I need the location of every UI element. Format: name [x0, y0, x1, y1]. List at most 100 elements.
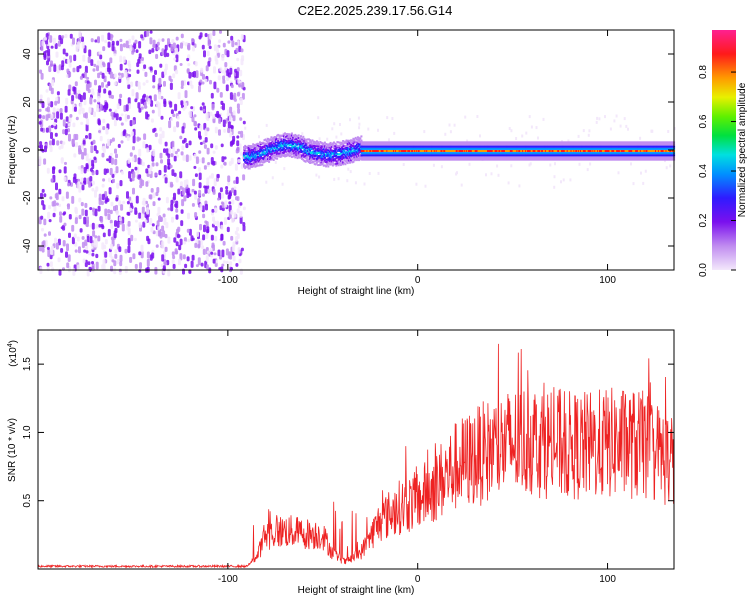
spectrogram-cell — [589, 162, 592, 166]
spectrogram-cell — [220, 164, 224, 169]
spectrogram-cell — [216, 87, 220, 93]
spectrogram-cell — [320, 159, 323, 161]
spectrogram-cell — [119, 261, 123, 267]
spectrogram-cell — [231, 187, 235, 193]
spectrogram-cell — [251, 165, 253, 168]
spectrogram-cell — [75, 44, 79, 52]
spectrogram-cell — [294, 142, 297, 145]
spectrogram-cell — [130, 81, 134, 87]
spectrogram-cell — [317, 152, 320, 154]
spectrogram-cell — [232, 244, 236, 252]
spectrogram-cell — [176, 121, 180, 128]
spectrogram-cell — [298, 138, 301, 141]
spectrogram-cell — [52, 166, 55, 175]
spectrogram-cell — [312, 144, 315, 147]
spectrogram-cell — [326, 151, 329, 154]
spectrogram-cell — [115, 210, 119, 216]
spectrogram-cell — [368, 172, 371, 175]
spectrogram-cell — [255, 156, 258, 159]
spectrogram-cell — [271, 176, 274, 180]
spectrogram-cell — [320, 147, 323, 150]
spectrogram-cell — [74, 217, 78, 224]
spectrogram-cell — [210, 234, 214, 241]
spectrogram-cell — [234, 163, 238, 171]
spectrogram-cell — [346, 162, 349, 165]
spectrogram-cell — [276, 144, 279, 147]
spectrogram-cell — [297, 147, 300, 150]
spectrogram-cell — [96, 104, 99, 112]
spectrogram-cell — [325, 153, 328, 156]
spectrogram-cell — [262, 146, 265, 149]
spectrogram-cell — [358, 137, 361, 140]
spectrogram-cell — [604, 115, 606, 119]
spectrogram-cell — [148, 169, 152, 175]
spectrogram-cell — [510, 164, 513, 168]
spectrogram-cell — [218, 117, 222, 124]
spectrogram-cell — [285, 144, 288, 147]
spectrogram-cell — [128, 68, 132, 72]
spectrogram-cell — [358, 148, 361, 150]
spectrogram-cell — [303, 148, 306, 151]
spectrogram-cell — [261, 145, 264, 148]
spectrogram-cell — [108, 187, 112, 195]
spectrogram-cell — [326, 153, 329, 156]
spectrogram-cell — [303, 146, 306, 149]
spectrogram-cell — [449, 130, 452, 134]
spectrogram-cell — [322, 151, 325, 154]
spectrogram-cell — [305, 138, 308, 141]
spectrogram-cell — [336, 160, 339, 163]
spectrogram-cell — [60, 226, 64, 230]
spectrogram-cell — [309, 144, 312, 147]
spectrogram-cell — [163, 98, 167, 105]
spectrogram-cell — [270, 145, 273, 148]
spectrogram-cell — [249, 155, 252, 158]
spectrogram-cell — [252, 158, 255, 161]
spectrogram-cell — [353, 156, 356, 159]
spectrogram-cell — [301, 150, 304, 153]
spectrogram-cell — [252, 164, 255, 167]
spectrogram-cell — [289, 147, 292, 150]
spectrogram-cell — [193, 114, 197, 118]
spectrogram-cell — [349, 148, 351, 151]
spectrogram-cell — [226, 76, 230, 82]
spectrogram-cell — [289, 134, 292, 137]
spectrogram-cell — [303, 137, 306, 140]
spectrogram-cell — [183, 195, 187, 202]
spectrogram-cell — [260, 164, 263, 167]
spectrogram-cell — [285, 148, 288, 151]
spectrogram-cell — [247, 148, 250, 151]
spectrogram-cell — [353, 145, 356, 148]
spectrogram-cell — [86, 235, 90, 243]
spectrogram-cell — [337, 177, 340, 181]
spectrogram-cell — [229, 106, 233, 114]
spectrogram-cell — [345, 148, 348, 151]
spectrogram-cell — [60, 157, 64, 164]
spectrogram-cell — [223, 156, 227, 160]
spectrogram-cell — [188, 110, 192, 118]
spectrogram-cell — [104, 251, 108, 258]
spectrogram-cell — [62, 212, 66, 216]
spectrogram-cell — [343, 153, 346, 156]
spectrogram-cell — [254, 147, 257, 149]
spectrogram-cell — [267, 152, 269, 155]
spectrogram-cell — [67, 182, 71, 187]
spectrogram-cell — [359, 146, 362, 149]
spectrogram-cell — [212, 160, 216, 166]
spectrogram-cell — [325, 151, 328, 154]
spectrogram-cell — [56, 140, 60, 146]
spectrogram-cell — [254, 156, 257, 159]
spectrogram-cell — [100, 60, 103, 68]
spectrogram-cell — [49, 35, 53, 43]
spectrogram-cell — [331, 146, 334, 148]
spectrogram-cell — [135, 195, 139, 204]
spectrogram-cell — [317, 142, 320, 145]
spectrogram-cell — [227, 40, 231, 44]
spectrogram-cell — [321, 162, 324, 165]
spectrogram-cell — [330, 156, 333, 159]
spectrogram-cell — [167, 152, 171, 159]
spectrogram-cell — [239, 151, 243, 156]
spectrogram-cell — [184, 90, 188, 99]
spectrogram-cell — [264, 160, 267, 163]
spectrogram-cell — [321, 152, 324, 154]
spectrogram-cell — [107, 81, 111, 86]
